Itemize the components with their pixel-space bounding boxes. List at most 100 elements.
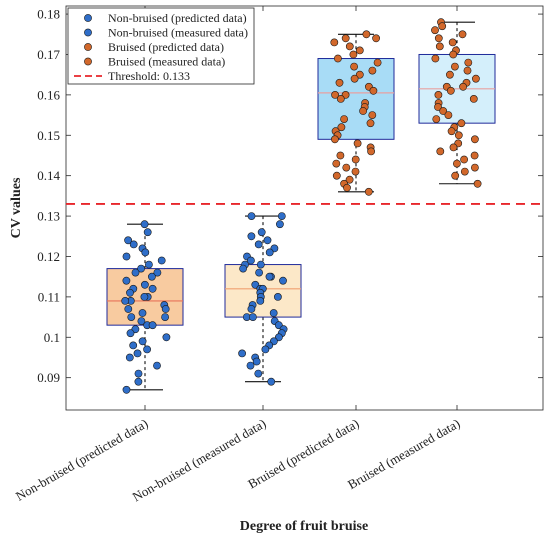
- data-point: [277, 212, 286, 220]
- legend-label: Non-bruised (predicted data): [108, 11, 247, 25]
- data-point: [372, 34, 380, 43]
- box-group: [106, 220, 184, 394]
- data-point: [144, 260, 153, 269]
- data-point: [458, 30, 467, 39]
- data-point: [355, 46, 364, 55]
- data-point: [161, 313, 169, 321]
- data-point: [336, 95, 345, 103]
- data-point: [330, 38, 339, 47]
- y-tick-label: 0.11: [38, 289, 60, 304]
- box-group: [317, 30, 395, 196]
- data-point: [122, 252, 131, 261]
- data-point: [451, 171, 460, 180]
- data-point: [265, 248, 274, 257]
- data-point: [256, 260, 265, 269]
- data-point: [273, 292, 282, 301]
- legend-marker: [84, 43, 92, 51]
- data-point: [431, 26, 439, 35]
- data-point: [460, 155, 468, 164]
- data-point: [362, 30, 371, 39]
- data-point: [279, 276, 287, 285]
- data-point: [350, 74, 359, 83]
- y-tick-label: 0.14: [37, 168, 60, 183]
- data-point: [133, 349, 142, 358]
- data-point: [267, 377, 276, 386]
- data-point: [434, 103, 442, 111]
- data-point: [457, 119, 466, 128]
- data-point: [161, 305, 170, 313]
- legend-label: Non-bruised (measured data): [108, 26, 248, 40]
- data-point: [143, 228, 152, 237]
- data-point: [368, 111, 377, 119]
- y-tick-label: 0.12: [37, 249, 60, 264]
- data-point: [434, 34, 443, 43]
- data-point: [438, 22, 447, 31]
- box-group: [418, 18, 496, 188]
- data-point: [153, 268, 162, 277]
- legend-marker: [84, 28, 92, 37]
- data-point: [238, 349, 246, 358]
- data-point: [247, 232, 256, 241]
- y-axis-title: CV values: [9, 177, 24, 238]
- data-point: [335, 78, 344, 87]
- legend-marker: [84, 57, 92, 66]
- data-point: [255, 268, 263, 277]
- data-point: [345, 42, 354, 51]
- data-point: [126, 329, 135, 338]
- data-point: [125, 353, 134, 362]
- data-point: [355, 70, 364, 79]
- data-point: [126, 288, 134, 297]
- data-point: [351, 155, 360, 164]
- data-point: [124, 305, 133, 313]
- legend-marker: [84, 14, 92, 22]
- data-point: [341, 34, 350, 43]
- data-point: [261, 345, 270, 354]
- data-point: [122, 385, 131, 394]
- data-point: [140, 280, 149, 289]
- data-point: [444, 111, 453, 119]
- data-point: [446, 86, 455, 95]
- data-point: [436, 147, 445, 156]
- data-point: [342, 163, 351, 172]
- data-point: [353, 139, 362, 148]
- data-point: [351, 167, 360, 176]
- data-point: [141, 248, 150, 257]
- data-point: [140, 220, 149, 229]
- data-point: [239, 264, 247, 273]
- data-point: [148, 284, 157, 293]
- data-point: [134, 369, 143, 378]
- data-point: [263, 236, 272, 245]
- legend-label: Threshold: 0.133: [108, 69, 190, 83]
- y-tick-label: 0.17: [37, 47, 60, 62]
- data-point: [449, 50, 458, 59]
- data-point: [131, 268, 140, 277]
- data-point: [257, 228, 266, 237]
- data-point: [246, 256, 255, 265]
- data-point: [246, 361, 255, 370]
- data-point: [452, 159, 461, 168]
- data-point: [447, 127, 456, 136]
- data-point: [359, 107, 367, 115]
- data-point: [331, 91, 339, 99]
- data-point: [345, 175, 354, 184]
- data-point: [368, 66, 377, 75]
- data-point: [349, 50, 358, 59]
- data-point: [252, 357, 261, 366]
- data-point: [434, 91, 443, 99]
- data-point: [432, 115, 441, 123]
- data-point: [450, 62, 459, 71]
- data-point: [463, 66, 472, 75]
- data-point: [332, 171, 341, 180]
- data-point: [473, 179, 482, 188]
- data-point: [350, 62, 358, 71]
- data-point: [129, 240, 138, 249]
- y-tick-label: 0.18: [37, 7, 60, 22]
- data-point: [121, 296, 130, 305]
- data-point: [470, 151, 479, 160]
- data-point: [254, 240, 263, 249]
- data-point: [332, 159, 341, 168]
- legend-label: Bruised (predicted data): [108, 40, 224, 54]
- data-point: [471, 74, 480, 83]
- data-point: [445, 70, 454, 79]
